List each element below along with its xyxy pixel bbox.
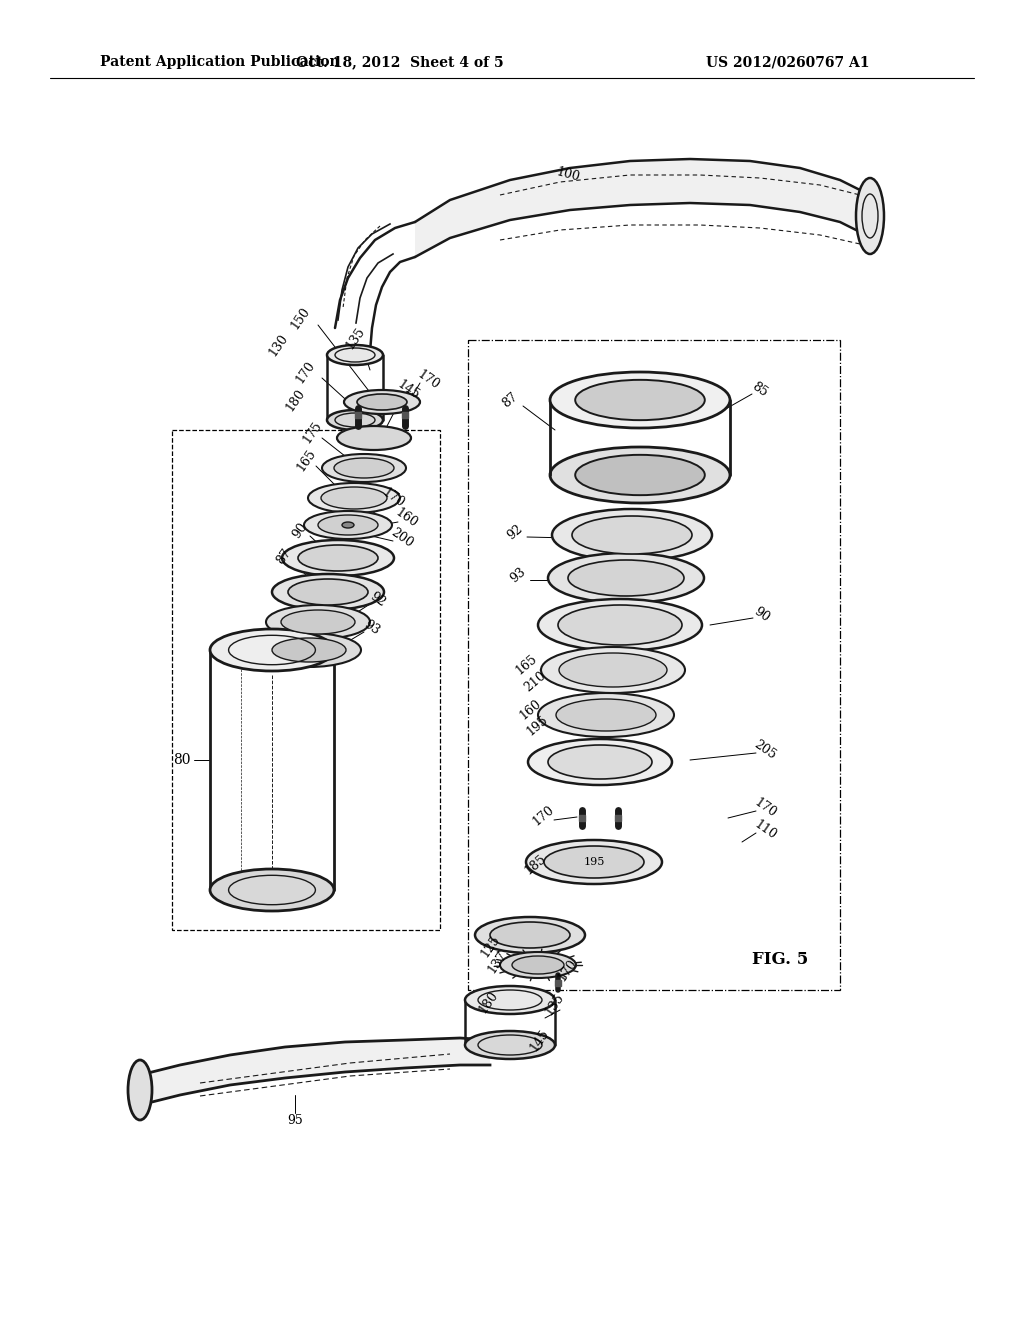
Text: 170: 170 bbox=[380, 486, 407, 510]
Ellipse shape bbox=[538, 599, 702, 651]
Ellipse shape bbox=[538, 693, 674, 737]
Text: 87: 87 bbox=[274, 545, 294, 566]
Ellipse shape bbox=[526, 840, 662, 884]
Text: 80: 80 bbox=[173, 752, 190, 767]
Ellipse shape bbox=[210, 630, 334, 671]
Ellipse shape bbox=[856, 178, 884, 253]
Ellipse shape bbox=[266, 605, 370, 639]
Ellipse shape bbox=[465, 986, 555, 1014]
Text: 130: 130 bbox=[266, 331, 290, 359]
Ellipse shape bbox=[559, 653, 667, 686]
Ellipse shape bbox=[298, 545, 378, 572]
Text: 92: 92 bbox=[505, 521, 525, 543]
Ellipse shape bbox=[342, 521, 354, 528]
Ellipse shape bbox=[318, 515, 378, 535]
Text: 195: 195 bbox=[523, 713, 550, 739]
Ellipse shape bbox=[541, 647, 685, 693]
Polygon shape bbox=[415, 158, 870, 257]
Ellipse shape bbox=[272, 574, 384, 610]
Text: 85: 85 bbox=[750, 380, 770, 400]
Text: 92: 92 bbox=[368, 590, 388, 610]
Ellipse shape bbox=[327, 345, 383, 366]
Text: 165: 165 bbox=[294, 446, 318, 474]
Text: 170: 170 bbox=[415, 368, 441, 392]
Ellipse shape bbox=[288, 579, 368, 605]
Text: 110: 110 bbox=[752, 818, 778, 842]
Ellipse shape bbox=[500, 952, 575, 978]
Text: FIG. 5: FIG. 5 bbox=[752, 952, 808, 969]
Ellipse shape bbox=[512, 956, 564, 974]
Ellipse shape bbox=[321, 487, 387, 510]
Ellipse shape bbox=[548, 553, 705, 603]
Ellipse shape bbox=[210, 869, 334, 911]
Ellipse shape bbox=[550, 372, 730, 428]
Text: 93: 93 bbox=[508, 565, 528, 585]
Text: 90: 90 bbox=[290, 520, 310, 540]
Ellipse shape bbox=[304, 511, 392, 539]
Text: 170: 170 bbox=[555, 957, 580, 983]
Ellipse shape bbox=[327, 411, 383, 430]
Ellipse shape bbox=[475, 917, 585, 953]
Ellipse shape bbox=[308, 483, 400, 513]
Text: 200: 200 bbox=[388, 525, 416, 550]
Text: 135: 135 bbox=[343, 325, 368, 351]
Text: 90: 90 bbox=[752, 605, 772, 624]
Text: 150: 150 bbox=[288, 305, 312, 331]
Text: 170: 170 bbox=[529, 804, 556, 829]
Text: US 2012/0260767 A1: US 2012/0260767 A1 bbox=[707, 55, 870, 69]
Text: 180: 180 bbox=[476, 989, 500, 1015]
Ellipse shape bbox=[337, 426, 411, 450]
Polygon shape bbox=[140, 1038, 490, 1105]
Ellipse shape bbox=[575, 455, 705, 495]
Text: 175: 175 bbox=[300, 418, 325, 445]
Text: 185: 185 bbox=[521, 853, 548, 878]
Text: 87: 87 bbox=[500, 389, 520, 411]
Text: 135: 135 bbox=[542, 990, 566, 1018]
Text: 165: 165 bbox=[513, 652, 540, 677]
Text: 210: 210 bbox=[521, 669, 548, 694]
Ellipse shape bbox=[272, 638, 346, 663]
Ellipse shape bbox=[544, 846, 644, 878]
Ellipse shape bbox=[572, 516, 692, 554]
Text: 100: 100 bbox=[555, 165, 582, 185]
Text: 125: 125 bbox=[478, 932, 502, 960]
Ellipse shape bbox=[344, 389, 420, 414]
Ellipse shape bbox=[281, 610, 355, 634]
Text: 170: 170 bbox=[293, 359, 317, 385]
Text: 160: 160 bbox=[392, 506, 420, 531]
Ellipse shape bbox=[128, 1060, 152, 1119]
Text: 170: 170 bbox=[752, 796, 778, 820]
Ellipse shape bbox=[556, 700, 656, 731]
Ellipse shape bbox=[465, 1031, 555, 1059]
Text: 145: 145 bbox=[526, 1027, 551, 1053]
Text: 93: 93 bbox=[361, 618, 382, 638]
Ellipse shape bbox=[334, 458, 394, 478]
Ellipse shape bbox=[528, 739, 672, 785]
Text: 95: 95 bbox=[287, 1114, 303, 1126]
Text: 160: 160 bbox=[517, 697, 544, 722]
Ellipse shape bbox=[282, 540, 394, 576]
Text: 180: 180 bbox=[283, 387, 307, 413]
Ellipse shape bbox=[357, 393, 407, 411]
Text: Patent Application Publication: Patent Application Publication bbox=[100, 55, 340, 69]
Text: 145: 145 bbox=[394, 378, 422, 403]
Text: 195: 195 bbox=[584, 857, 605, 867]
Ellipse shape bbox=[558, 605, 682, 645]
Ellipse shape bbox=[568, 560, 684, 597]
Text: 137: 137 bbox=[484, 949, 509, 975]
Ellipse shape bbox=[575, 380, 705, 420]
Ellipse shape bbox=[550, 447, 730, 503]
Ellipse shape bbox=[548, 744, 652, 779]
Ellipse shape bbox=[552, 510, 712, 561]
Ellipse shape bbox=[490, 921, 570, 948]
Text: 205: 205 bbox=[752, 738, 778, 762]
Text: Oct. 18, 2012  Sheet 4 of 5: Oct. 18, 2012 Sheet 4 of 5 bbox=[296, 55, 504, 69]
Ellipse shape bbox=[257, 634, 361, 667]
Ellipse shape bbox=[322, 454, 406, 482]
